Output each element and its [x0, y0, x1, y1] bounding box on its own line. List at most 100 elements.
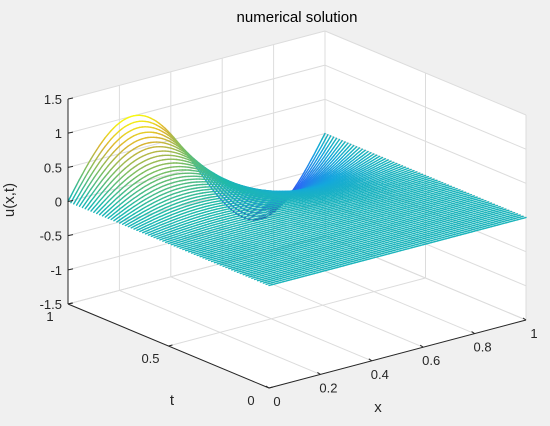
- surface-mesh-segment: [295, 184, 300, 190]
- surface-mesh-segment: [312, 159, 318, 166]
- grid-line: [67, 64, 326, 134]
- surface-mesh-segment: [367, 151, 372, 156]
- surface-mesh-segment: [101, 182, 106, 188]
- surface-mesh-segment: [104, 157, 109, 164]
- surface-mesh-segment: [315, 154, 320, 161]
- surface-mesh-segment: [310, 163, 315, 170]
- surface-mesh-segment: [93, 180, 98, 186]
- surface-mesh-segment: [301, 176, 306, 183]
- surface-mesh-segment: [78, 173, 84, 181]
- surface-mesh-segment: [335, 138, 341, 145]
- surface-mesh-segment: [98, 185, 104, 191]
- surface-mesh-segment: [90, 202, 95, 208]
- surface-mesh-segment: [104, 178, 109, 184]
- surface-mesh-segment: [370, 153, 375, 157]
- surface-mesh-segment: [361, 149, 366, 154]
- surface-mesh-segment: [75, 178, 81, 186]
- surface-mesh-segment: [321, 165, 326, 171]
- surface-mesh-segment: [95, 153, 101, 160]
- surface-mesh-segment: [87, 166, 92, 174]
- surface-mesh-segment: [87, 194, 92, 201]
- surface-mesh-segment: [295, 179, 300, 186]
- surface-mesh-segment: [358, 148, 363, 153]
- surface-mesh-segment: [335, 143, 341, 150]
- surface-mesh-segment: [312, 149, 318, 157]
- surface-mesh-segment: [90, 177, 95, 184]
- surface-mesh-segment: [312, 166, 318, 173]
- surface-mesh-segment: [92, 165, 98, 172]
- surface-mesh-segment: [338, 152, 343, 158]
- surface-mesh-segment: [101, 137, 106, 143]
- surface-mesh-segment: [110, 135, 115, 141]
- surface-mesh-segment: [318, 162, 323, 168]
- surface-mesh-segment: [321, 162, 326, 168]
- surface-mesh-segment: [321, 154, 326, 161]
- surface-mesh-segment: [98, 157, 104, 164]
- surface-mesh-segment: [101, 175, 106, 181]
- surface-mesh-segment: [104, 150, 109, 156]
- surface-mesh-segment: [315, 143, 320, 151]
- surface-mesh-segment: [427, 177, 432, 180]
- surface-mesh-segment: [335, 152, 341, 158]
- surface-mesh-segment: [333, 147, 338, 153]
- surface-mesh-segment: [416, 172, 421, 175]
- surface-mesh-segment: [364, 150, 369, 155]
- surface-mesh-segment: [98, 191, 104, 197]
- surface-mesh-segment: [93, 198, 98, 204]
- surface-mesh-segment: [75, 193, 81, 200]
- surface-mesh-segment: [78, 181, 84, 188]
- surface-mesh-segment: [104, 184, 109, 190]
- surface-mesh-segment: [338, 139, 343, 146]
- surface-mesh-segment: [107, 154, 112, 160]
- surface-mesh-segment: [110, 165, 115, 171]
- surface-mesh-segment: [307, 174, 312, 180]
- surface-mesh-segment: [107, 187, 112, 193]
- grid-line: [324, 98, 527, 184]
- surface-mesh-segment: [101, 193, 106, 199]
- surface-mesh-segment: [110, 151, 115, 156]
- surface-mesh-segment: [467, 193, 473, 197]
- surface-mesh-segment: [330, 146, 335, 153]
- surface-mesh-segment: [324, 150, 329, 157]
- surface-mesh-segment: [84, 171, 89, 178]
- surface-mesh-segment: [92, 173, 98, 179]
- surface-mesh-segment: [95, 200, 101, 206]
- surface-mesh-segment: [310, 167, 315, 173]
- surface-mesh-segment: [93, 186, 98, 193]
- surface-mesh-segment: [312, 154, 318, 161]
- surface-mesh-segment: [350, 144, 355, 150]
- surface-mesh-segment: [321, 139, 326, 146]
- surface-mesh-segment: [335, 148, 341, 154]
- surface-mesh-segment: [90, 170, 95, 177]
- surface-mesh-segment: [315, 162, 321, 169]
- surface-mesh-segment: [333, 151, 338, 157]
- surface-mesh-segment: [327, 146, 332, 152]
- surface-mesh-segment: [327, 155, 332, 161]
- surface-mesh-segment: [447, 185, 452, 188]
- surface-mesh-segment: [72, 198, 78, 205]
- surface-mesh-segment: [110, 178, 115, 184]
- surface-mesh-segment: [312, 163, 318, 169]
- surface-mesh-segment: [78, 195, 84, 202]
- surface-mesh-segment: [453, 187, 458, 191]
- surface-mesh-segment: [341, 141, 346, 147]
- surface-mesh-segment: [315, 169, 321, 174]
- surface-mesh-segment: [84, 192, 89, 199]
- grid-line: [324, 64, 527, 150]
- surface-mesh-segment: [87, 158, 92, 165]
- surface-mesh: [67, 114, 527, 287]
- surface-mesh-segment: [298, 175, 303, 182]
- surface-mesh-segment: [470, 195, 475, 198]
- surface-mesh-segment: [301, 179, 306, 185]
- surface-mesh-segment: [332, 137, 338, 144]
- surface-mesh-segment: [98, 179, 104, 185]
- surface-mesh-segment: [304, 175, 309, 181]
- surface-mesh-segment: [304, 165, 309, 172]
- surface-mesh-segment: [110, 158, 115, 164]
- surface-mesh-segment: [75, 186, 81, 194]
- grid-line: [324, 30, 527, 116]
- surface-mesh-segment: [353, 145, 358, 151]
- surface-mesh-segment: [315, 158, 320, 165]
- surface-mesh-segment: [476, 197, 481, 200]
- surface-mesh-segment: [93, 203, 98, 209]
